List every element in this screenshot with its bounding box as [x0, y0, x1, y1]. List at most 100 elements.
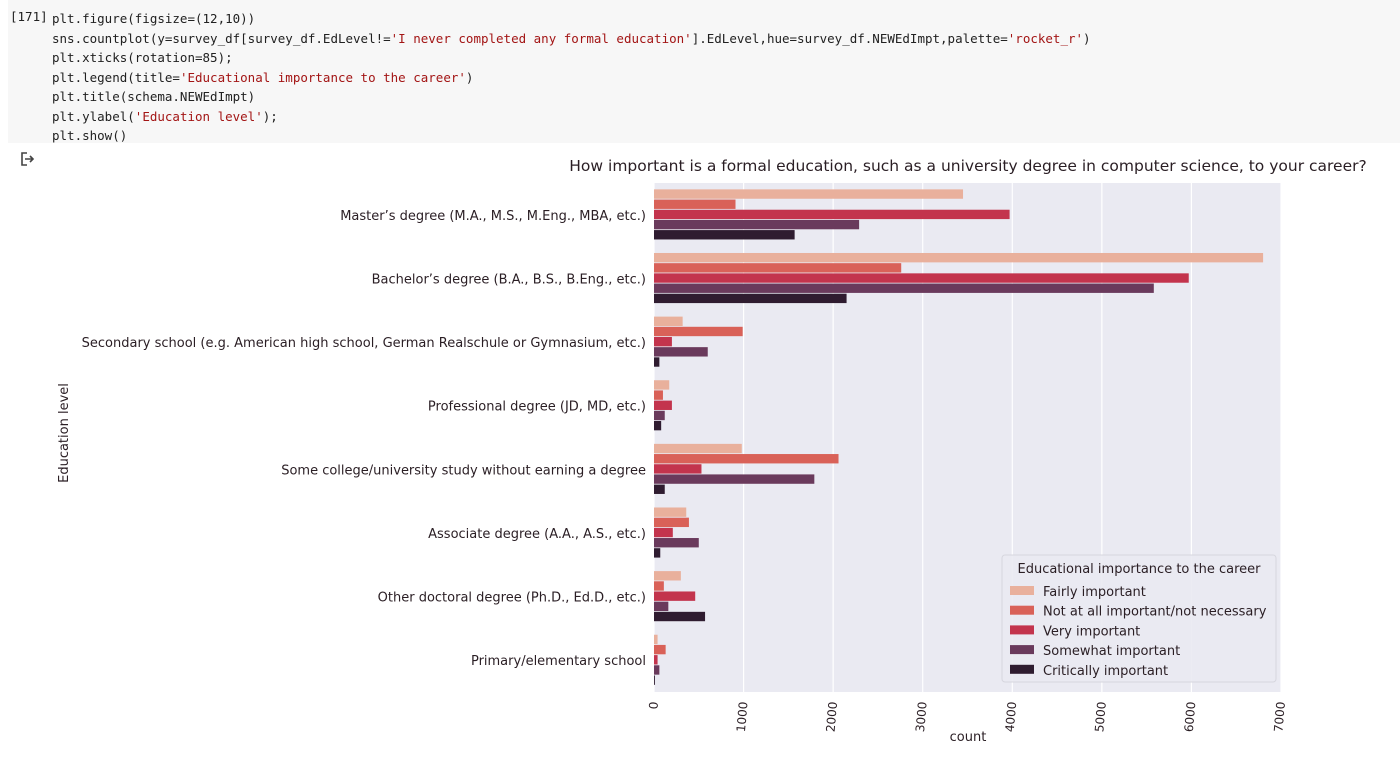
- bar: [654, 507, 687, 517]
- code-token: sns.countplot(y=survey_df[survey_df.EdLe…: [52, 30, 391, 46]
- bar: [654, 464, 702, 474]
- code-token: ].EdLevel,hue=survey_df.NEWEdImpt,palett…: [691, 30, 1008, 46]
- bar: [654, 527, 673, 538]
- output-arrow-glyph: [21, 152, 35, 166]
- code-token: );: [262, 108, 278, 124]
- code-token: ): [465, 69, 474, 85]
- output-arrow-icon[interactable]: [18, 150, 36, 168]
- x-tick-label: 4000: [1003, 701, 1020, 733]
- bar: [654, 252, 1264, 263]
- y-tick-label: Some college/university study without ea…: [281, 463, 646, 478]
- countplot-chart: How important is a formal education, suc…: [57, 157, 1367, 745]
- code-token: plt.figure(figsize=(12,10)): [52, 11, 256, 26]
- bar: [654, 199, 736, 209]
- y-axis-label: Education level: [57, 383, 72, 483]
- code-line: sns.countplot(y=survey_df[survey_df.EdLe…: [52, 29, 1091, 49]
- legend-entry-label: Fairly important: [1043, 585, 1146, 600]
- legend-swatch: [1010, 664, 1034, 674]
- bar: [654, 390, 663, 400]
- bar: [654, 189, 964, 199]
- x-tick-label: 1000: [734, 701, 751, 733]
- legend-swatch: [1010, 586, 1034, 595]
- bar: [654, 293, 847, 304]
- y-tick-label: Professional degree (JD, MD, etc.): [428, 400, 646, 415]
- y-tick-label: Primary/elementary school: [471, 654, 646, 669]
- bar: [654, 454, 839, 464]
- bar: [654, 357, 660, 367]
- code-cell[interactable]: [171] plt.figure(figsize=(12,10)) sns.cou…: [8, 0, 1400, 143]
- code-line: plt.show(): [52, 126, 1091, 146]
- bar: [654, 400, 672, 410]
- bar: [654, 601, 669, 612]
- legend-box: [1001, 554, 1277, 683]
- code-token: plt.ylabel(: [52, 108, 135, 124]
- bar: [654, 665, 660, 675]
- x-tick-label: 5000: [1092, 701, 1109, 733]
- legend-entry-label: Very important: [1043, 624, 1140, 639]
- bar: [654, 326, 743, 337]
- code-token: ): [1083, 30, 1091, 46]
- x-tick-label: 7000: [1271, 701, 1288, 733]
- code-line: plt.figure(figsize=(12,10)): [52, 9, 1091, 29]
- x-axis-label: count: [950, 730, 987, 745]
- code-string: 'I never completed any formal education': [390, 30, 692, 46]
- legend-entry-label: Critically important: [1043, 664, 1168, 679]
- y-tick-label: Master’s degree (M.A., M.S., M.Eng., MBA…: [340, 209, 646, 224]
- bar: [654, 548, 661, 558]
- bar: [654, 410, 665, 421]
- code-line: plt.ylabel('Education level');: [52, 107, 1091, 127]
- code-token: plt.legend(title=: [52, 69, 180, 85]
- bar: [654, 347, 708, 357]
- code-token: plt.show(): [52, 128, 128, 143]
- x-tick-label: 0: [646, 701, 661, 710]
- bar: [654, 538, 699, 548]
- bar: [654, 644, 666, 655]
- chart-title: How important is a formal education, suc…: [569, 157, 1366, 175]
- code-line: plt.xticks(rotation=85);: [52, 48, 1091, 68]
- bar: [654, 283, 1154, 293]
- plot-area: 0 1000 2000 3000 4000 5000 6000 7000 Master’s de…: [82, 183, 1288, 733]
- bar: [654, 591, 696, 601]
- bar: [654, 209, 1010, 220]
- code-editor[interactable]: plt.figure(figsize=(12,10)) sns.countplot…: [52, 9, 1091, 146]
- x-tick-label: 2000: [824, 701, 841, 733]
- bar: [654, 675, 655, 685]
- y-tick-label: Associate degree (A.A., A.S., etc.): [428, 527, 646, 542]
- bar: [654, 336, 672, 347]
- x-tick-label: 3000: [913, 701, 930, 733]
- bar: [654, 655, 658, 665]
- legend-swatch: [1010, 645, 1034, 655]
- bar: [654, 273, 1189, 283]
- x-tick-label: 6000: [1182, 701, 1199, 733]
- bar: [654, 263, 902, 273]
- code-line: plt.legend(title='Educational importance…: [52, 68, 1091, 88]
- legend-swatch: [1010, 625, 1034, 635]
- legend-entry-label: Somewhat important: [1043, 644, 1180, 659]
- bar: [654, 474, 815, 484]
- bar: [654, 380, 670, 390]
- legend-title: Educational importance to the career: [1017, 562, 1261, 577]
- bar: [654, 581, 664, 591]
- bar: [654, 611, 706, 622]
- code-string: 'Education level': [134, 108, 263, 124]
- bar: [654, 443, 742, 454]
- bar: [654, 219, 860, 230]
- legend-entry-label: Not at all important/not necessary: [1043, 605, 1267, 620]
- y-tick-label: Other doctoral degree (Ph.D., Ed.D., etc…: [378, 591, 646, 606]
- bar: [654, 517, 689, 528]
- y-tick-label: Bachelor’s degree (B.A., B.S., B.Eng., e…: [372, 272, 646, 287]
- code-string: 'Educational importance to the career': [179, 69, 466, 85]
- legend-swatch: [1010, 605, 1034, 615]
- y-tick-label: Secondary school (e.g. American high sch…: [82, 336, 646, 351]
- code-line: plt.title(schema.NEWEdImpt): [52, 87, 1091, 107]
- execution-count: [171]: [10, 9, 48, 24]
- bar: [654, 484, 665, 494]
- bar: [654, 420, 662, 431]
- bar: [654, 230, 795, 240]
- code-token: plt.title(schema.NEWEdImpt): [52, 89, 256, 104]
- bar: [654, 316, 683, 326]
- bar: [654, 571, 681, 581]
- bar: [654, 634, 658, 645]
- code-token: plt.xticks(rotation=85);: [52, 50, 233, 65]
- code-string: 'rocket_r': [1007, 30, 1084, 46]
